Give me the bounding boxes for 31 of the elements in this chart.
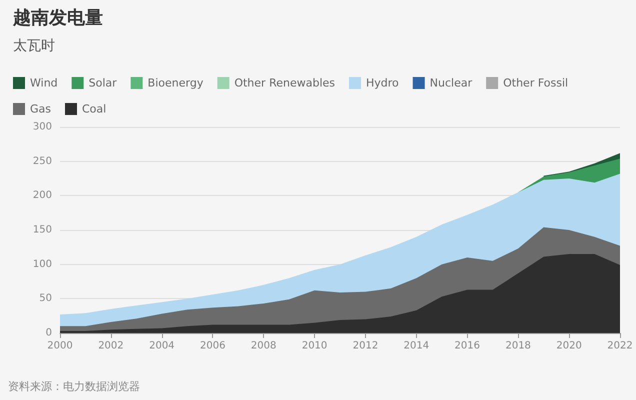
x-tick-label: 2020 (556, 340, 582, 352)
x-tick-label: 2014 (404, 340, 430, 352)
y-tick-label: 0 (46, 328, 52, 338)
legend-label: Gas (30, 102, 52, 116)
y-tick-label: 300 (32, 122, 52, 132)
x-tick-label: 2018 (505, 340, 531, 352)
legend-label: Coal (82, 102, 106, 116)
x-tick-label: 2000 (47, 340, 73, 352)
x-tick-label: 2006 (200, 340, 226, 352)
y-tick-label: 50 (39, 293, 52, 304)
y-tick-label: 200 (32, 190, 52, 202)
x-tick-label: 2002 (98, 340, 124, 352)
x-tick-label: 2022 (607, 340, 633, 352)
x-tick-label: 2008 (250, 340, 276, 352)
legend-label: Bioenergy (148, 76, 204, 90)
legend-label: Nuclear (430, 76, 473, 90)
x-tick-label: 2016 (454, 340, 480, 352)
legend-label: Other Renewables (234, 76, 336, 90)
text: 资料来源：电力数据浏览器 (8, 380, 140, 393)
x-tick-label: 2012 (352, 340, 378, 352)
chart-title: 越南发电量 (12, 8, 103, 28)
legend-label: Wind (30, 76, 58, 90)
x-tick-label: 2004 (149, 340, 175, 352)
x-tick-label: 2010 (302, 340, 328, 352)
legend-label: Solar (88, 76, 118, 90)
legend-label: Hydro (366, 76, 400, 90)
y-tick-label: 150 (32, 224, 52, 236)
y-tick-label: 100 (32, 258, 52, 270)
y-tick-label: 250 (32, 156, 52, 167)
chart-subtitle: 太瓦时 (13, 38, 55, 54)
legend-label: Other Fossil (503, 76, 568, 90)
